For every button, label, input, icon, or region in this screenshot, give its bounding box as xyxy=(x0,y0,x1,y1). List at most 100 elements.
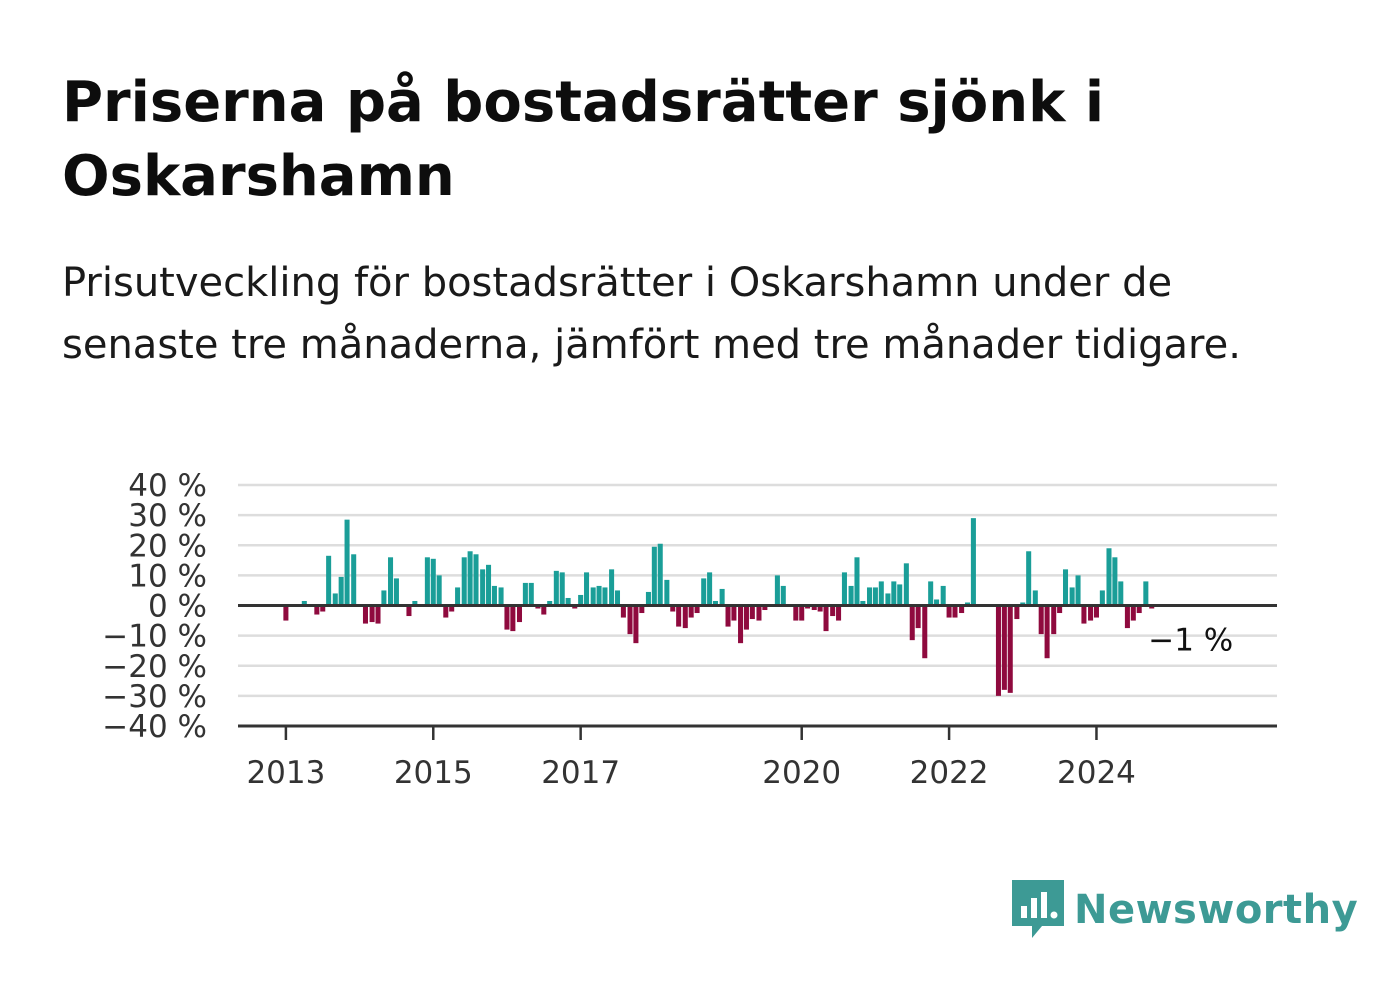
bar xyxy=(1062,569,1069,606)
bar xyxy=(620,605,626,618)
bar xyxy=(664,579,670,606)
bar xyxy=(891,581,897,606)
bar xyxy=(1057,605,1063,614)
bar xyxy=(793,605,799,621)
bar xyxy=(1032,590,1038,606)
y-tick-label: −10 % xyxy=(102,619,207,655)
bar xyxy=(332,593,338,606)
x-tick-label: 2013 xyxy=(246,755,325,791)
bar xyxy=(1093,605,1099,618)
bar xyxy=(1051,605,1057,635)
bar-chart: 40 %30 %20 %10 %0 %−10 %−20 %−30 %−40 % 2… xyxy=(102,468,1277,791)
bar xyxy=(1044,605,1050,659)
bar xyxy=(848,585,854,606)
bar xyxy=(799,605,805,621)
bar xyxy=(498,587,504,606)
bar xyxy=(1106,548,1112,606)
bar xyxy=(590,587,596,606)
bar xyxy=(412,600,418,606)
bar xyxy=(928,581,934,606)
bar xyxy=(406,605,412,617)
bar xyxy=(915,605,921,629)
bar xyxy=(584,572,590,606)
bar xyxy=(553,570,559,606)
bar xyxy=(388,557,394,606)
bar xyxy=(1001,605,1007,690)
bar xyxy=(541,605,547,615)
bar xyxy=(885,593,891,606)
bar xyxy=(486,564,492,606)
bar xyxy=(338,576,344,606)
bar xyxy=(1075,575,1081,606)
bar xyxy=(1099,590,1105,606)
x-tick-label: 2017 xyxy=(541,755,620,791)
y-tick-label: −30 % xyxy=(102,679,207,715)
bar xyxy=(1112,557,1118,606)
bar xyxy=(725,605,731,627)
bar xyxy=(670,605,676,612)
bar xyxy=(922,605,928,659)
bar xyxy=(688,605,694,618)
bar xyxy=(609,569,615,606)
bar xyxy=(559,572,565,606)
axes xyxy=(238,604,1277,740)
bar xyxy=(639,605,645,614)
bar xyxy=(351,554,357,606)
y-tick-label: 40 % xyxy=(128,468,207,504)
bar xyxy=(510,605,516,632)
bar xyxy=(830,605,836,617)
bar xyxy=(473,554,479,606)
bar xyxy=(995,605,1001,696)
bar xyxy=(320,605,326,612)
bar xyxy=(602,587,608,606)
bar xyxy=(854,557,860,606)
bar xyxy=(547,600,553,606)
bar xyxy=(860,600,866,606)
bar xyxy=(946,605,952,618)
bar xyxy=(369,605,375,623)
bar xyxy=(712,600,719,606)
tick-labels: 40 %30 %20 %10 %0 %−10 %−20 %−30 %−40 % 2… xyxy=(102,468,1233,791)
bar xyxy=(970,518,976,606)
bar xyxy=(1130,605,1136,621)
bar xyxy=(455,587,461,606)
bar xyxy=(1069,587,1075,606)
bar xyxy=(756,605,762,621)
bar xyxy=(1118,581,1124,606)
bar xyxy=(1124,605,1130,629)
bar xyxy=(878,581,884,606)
bar xyxy=(651,546,657,606)
bar xyxy=(743,605,749,630)
bar xyxy=(443,605,449,618)
bar xyxy=(283,605,289,621)
y-tick-label: 30 % xyxy=(128,498,207,534)
bar xyxy=(774,575,780,606)
bar xyxy=(480,569,486,606)
bar xyxy=(572,605,578,609)
chart-title: Priserna på bostadsrätter sjönk i Oskars… xyxy=(62,70,1105,209)
bar xyxy=(614,590,621,606)
bar xyxy=(964,602,971,606)
bar xyxy=(467,551,473,606)
bar xyxy=(522,582,528,606)
bar xyxy=(738,605,744,644)
bar xyxy=(393,578,399,606)
bar xyxy=(1081,605,1087,624)
bar xyxy=(940,585,946,606)
bar xyxy=(1014,605,1020,620)
bar xyxy=(565,597,571,606)
bar xyxy=(817,605,823,612)
bar xyxy=(424,557,430,606)
bar xyxy=(823,605,829,632)
bar xyxy=(811,605,817,611)
bar xyxy=(676,605,682,627)
bar xyxy=(1026,551,1032,606)
bar xyxy=(841,572,847,606)
bar xyxy=(872,587,878,606)
bar xyxy=(1020,602,1026,606)
bar xyxy=(436,575,442,606)
y-tick-label: −40 % xyxy=(102,709,207,745)
bar xyxy=(449,605,455,612)
bars xyxy=(283,518,1155,696)
y-tick-label: 20 % xyxy=(128,528,207,564)
